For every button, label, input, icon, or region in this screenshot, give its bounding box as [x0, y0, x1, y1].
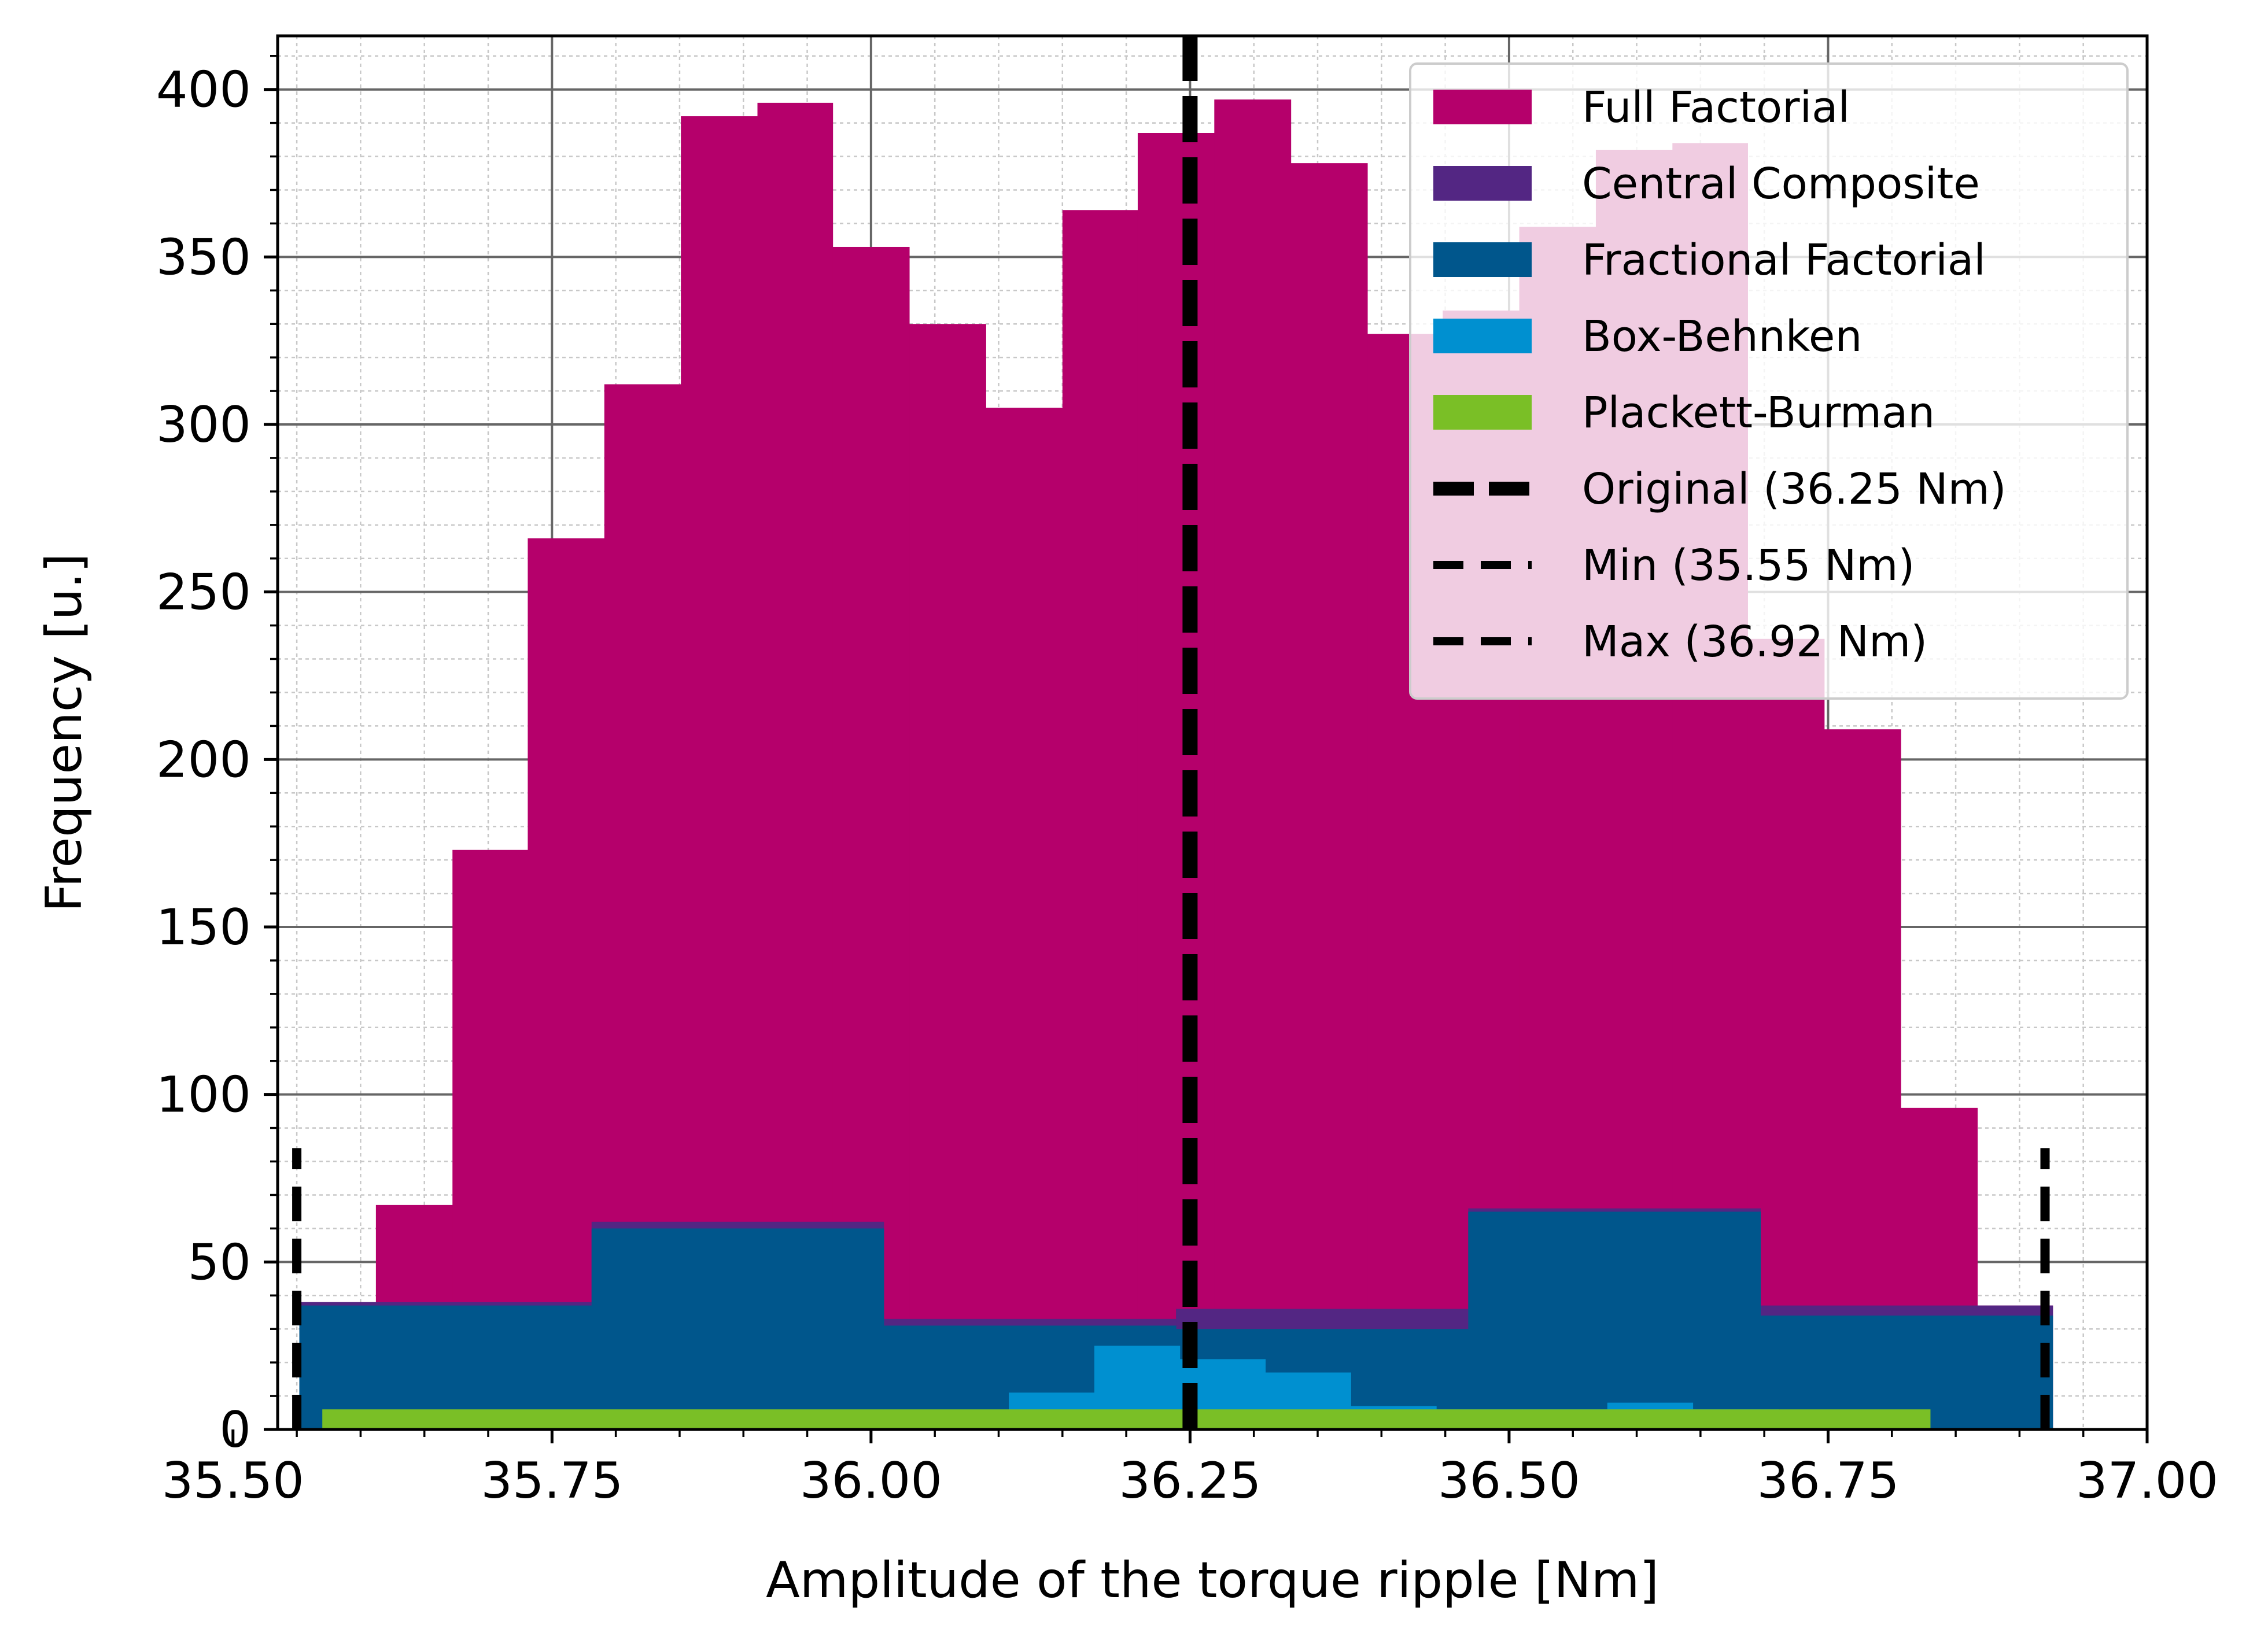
- legend-label: Min (35.55 Nm): [1582, 541, 1915, 590]
- legend-swatch: [1433, 319, 1532, 353]
- legend-label: Original (36.25 Nm): [1582, 464, 2007, 514]
- x-tick-label: 37.00: [2076, 1452, 2218, 1510]
- histogram-bar: [591, 1228, 884, 1429]
- legend-label: Full Factorial: [1582, 83, 1850, 132]
- x-tick-label: 36.75: [1757, 1452, 1899, 1510]
- legend: Full Factorial Central Composite Fractiona…: [1409, 62, 2129, 700]
- legend-item: Plackett-Burman: [1433, 388, 1935, 438]
- legend-swatch: [1433, 166, 1532, 201]
- legend-item: Box-Behnken: [1433, 312, 1862, 361]
- legend-item: Max (36.92 Nm): [1433, 617, 1927, 667]
- y-tick-label: 400: [156, 61, 251, 119]
- legend-item: Fractional Factorial: [1433, 235, 1986, 285]
- legend-item: Original (36.25 Nm): [1433, 464, 2007, 514]
- histogram-bar: [1214, 99, 1292, 1430]
- x-tick-label: 36.00: [800, 1452, 942, 1510]
- histogram-bar: [1290, 163, 1368, 1429]
- histogram-bar: [322, 1409, 1931, 1429]
- x-tick-label: 36.25: [1119, 1452, 1261, 1510]
- histogram-bar: [1062, 210, 1138, 1429]
- histogram-bar: [986, 408, 1063, 1429]
- y-tick-label: 250: [156, 564, 251, 622]
- histogram-bars: [299, 99, 2053, 1430]
- y-tick-label: 50: [188, 1233, 251, 1291]
- y-tick-label: 300: [156, 396, 251, 454]
- legend-box: [1409, 62, 2129, 700]
- histogram-bar: [909, 324, 986, 1429]
- tick-labels: 35.50 35.75 36.00 36.25 36.50 36.75 37.00 0 50 10…: [156, 61, 2218, 1510]
- series-full-factorial: [299, 99, 2053, 1430]
- histogram-bar: [1137, 133, 1215, 1429]
- reference-lines: [292, 36, 2050, 1429]
- axis-ticks: [231, 55, 2149, 1443]
- y-tick-label: 100: [156, 1066, 251, 1124]
- legend-label: Central Composite: [1582, 159, 1980, 209]
- y-tick-label: 0: [219, 1401, 251, 1459]
- y-axis-title: Frequency [u.]: [35, 553, 93, 912]
- legend-item: Min (35.55 Nm): [1433, 541, 1915, 590]
- x-axis-title: Amplitude of the torque ripple [Nm]: [766, 1551, 1659, 1609]
- x-tick-label: 36.50: [1438, 1452, 1580, 1510]
- legend-item: Full Factorial: [1433, 83, 1850, 132]
- histogram-bar: [681, 116, 758, 1429]
- series-fractional-factorial: [299, 1211, 2053, 1429]
- series-plackett-burman: [322, 1409, 1931, 1429]
- y-tick-label: 200: [156, 731, 251, 789]
- legend-items: Full Factorial Central Composite Fractiona…: [1433, 83, 2007, 667]
- histogram-bar: [1468, 1211, 1761, 1429]
- x-tick-label: 35.75: [481, 1452, 623, 1510]
- legend-item: Central Composite: [1433, 159, 1980, 209]
- histogram-bar: [299, 1305, 592, 1429]
- legend-swatch: [1433, 90, 1532, 124]
- legend-swatch: [1433, 395, 1532, 430]
- legend-label: Box-Behnken: [1582, 312, 1862, 361]
- y-tick-label: 150: [156, 899, 251, 956]
- plot-frame: [276, 34, 2149, 1431]
- legend-swatch: [1433, 242, 1532, 277]
- legend-label: Max (36.92 Nm): [1582, 617, 1927, 667]
- x-tick-label: 35.50: [162, 1452, 304, 1510]
- legend-label: Fractional Factorial: [1582, 235, 1986, 285]
- y-tick-label: 350: [156, 228, 251, 286]
- legend-label: Plackett-Burman: [1582, 388, 1935, 438]
- histogram-bar: [757, 102, 834, 1429]
